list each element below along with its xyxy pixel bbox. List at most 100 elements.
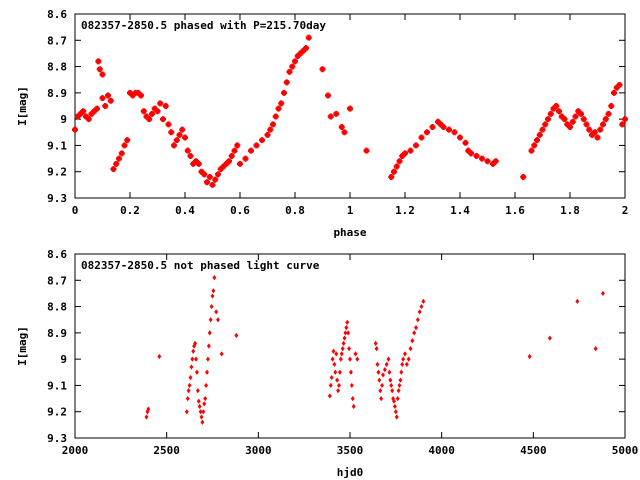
data-point — [337, 369, 342, 375]
data-point-core — [130, 93, 135, 98]
data-point — [350, 395, 355, 402]
data-point-core — [320, 67, 325, 72]
data-point — [204, 382, 209, 389]
data-point — [601, 290, 605, 297]
data-point-core — [620, 122, 625, 127]
y-tick-label: 8.8 — [47, 301, 67, 314]
data-point-core — [342, 130, 347, 135]
data-point — [210, 293, 215, 299]
data-point-core — [174, 137, 179, 143]
data-point — [211, 288, 216, 294]
data-point-core — [364, 148, 369, 153]
data-point-core — [394, 164, 399, 169]
data-point — [331, 348, 336, 354]
data-point — [399, 369, 404, 375]
data-point-core — [270, 122, 276, 127]
data-point-core — [207, 174, 212, 180]
x-tick-label: 2000 — [62, 444, 89, 457]
data-point — [338, 356, 343, 362]
data-point — [380, 382, 385, 389]
data-point-core — [578, 111, 584, 117]
data-point — [212, 275, 217, 281]
data-point — [328, 382, 333, 389]
data-point-core — [290, 64, 295, 69]
data-point — [200, 419, 205, 425]
data-point — [374, 346, 379, 352]
data-point-core — [149, 111, 155, 117]
data-point-core — [521, 174, 526, 180]
data-point — [146, 406, 151, 412]
data-point-core — [570, 119, 575, 124]
data-point-core — [438, 122, 443, 127]
data-point-core — [334, 111, 339, 117]
data-point — [341, 340, 346, 346]
unphased-light-curve-panel: 2000 2500 3000 3500 4000 4500 5000 8.6 8.7 8.8 8.9… — [16, 248, 638, 479]
data-point-core — [287, 69, 292, 75]
data-point-core — [622, 116, 628, 122]
data-point-core — [202, 172, 207, 177]
data-point-core — [532, 143, 537, 148]
data-point — [395, 395, 400, 402]
y-axis-label: I[mag] — [16, 86, 29, 126]
data-point — [373, 340, 378, 346]
data-point — [207, 330, 212, 336]
data-point-core — [559, 114, 564, 119]
data-point-core — [224, 161, 229, 167]
x-tick-label: 3500 — [337, 444, 364, 457]
data-point — [219, 351, 224, 357]
data-point-core — [424, 130, 430, 135]
x-tick-label: 3000 — [245, 444, 272, 457]
data-point-core — [408, 148, 413, 153]
data-point — [404, 361, 409, 367]
x-tick-label: 1.8 — [560, 204, 580, 217]
data-point-core — [576, 109, 581, 114]
data-point-core — [75, 114, 80, 119]
data-point — [234, 332, 239, 339]
data-point-core — [413, 143, 419, 148]
data-point-core — [493, 159, 498, 164]
x-axis-label: phase — [333, 226, 366, 239]
data-point-core — [229, 153, 234, 159]
data-point — [417, 309, 422, 315]
data-point — [198, 409, 203, 415]
data-point-core — [163, 103, 168, 109]
data-point — [190, 356, 195, 362]
data-point-core — [435, 119, 441, 124]
x-tick-label: 0.6 — [230, 204, 250, 217]
data-point — [194, 369, 199, 375]
data-point-core — [490, 161, 496, 167]
data-point-core — [235, 143, 240, 148]
data-point-core — [127, 90, 133, 96]
data-point — [393, 409, 398, 415]
data-point — [195, 388, 200, 394]
data-point-core — [298, 51, 303, 56]
data-point-core — [556, 109, 562, 114]
data-point-core — [81, 109, 86, 114]
y-tick-label: 9.1 — [47, 379, 67, 392]
data-point-core — [457, 135, 463, 140]
data-point — [186, 388, 191, 394]
data-point-core — [430, 124, 435, 130]
data-point — [205, 369, 209, 375]
y-tick-label: 8.7 — [47, 274, 67, 287]
data-point — [209, 303, 214, 310]
data-point — [333, 369, 338, 375]
data-point — [329, 374, 334, 381]
data-point-core — [474, 153, 479, 159]
data-point-core — [226, 159, 232, 164]
data-point — [334, 351, 339, 357]
data-point — [336, 388, 341, 394]
data-point-core — [402, 151, 408, 156]
data-point — [593, 346, 598, 352]
data-point — [184, 409, 189, 415]
data-point — [412, 330, 417, 336]
data-point — [187, 382, 192, 389]
y-tick-label: 8.8 — [47, 61, 67, 74]
data-point-core — [325, 93, 331, 98]
data-point-core — [600, 122, 606, 127]
data-point — [406, 356, 411, 362]
data-point-core — [306, 35, 311, 40]
data-point-core — [534, 137, 540, 143]
data-point — [575, 298, 580, 304]
